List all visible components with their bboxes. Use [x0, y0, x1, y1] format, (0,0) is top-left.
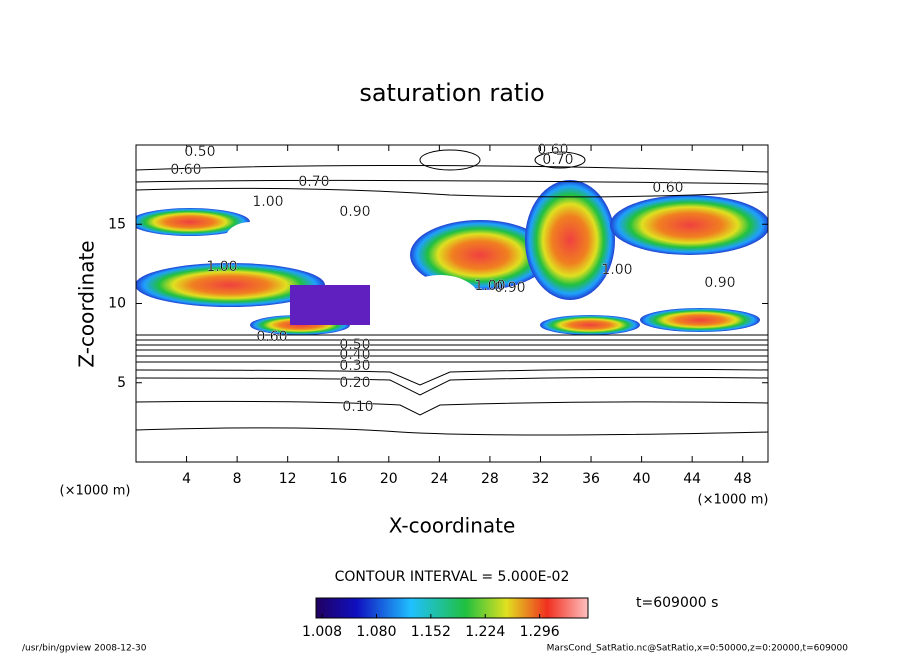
colorbar-tick-label: 1.296 [520, 624, 560, 640]
footer-left: /usr/bin/gpview 2008-12-30 [22, 644, 147, 654]
x-tick-label: 12 [279, 471, 297, 487]
x-tick-label: 48 [734, 471, 752, 487]
contour-label: 1.00 [474, 278, 505, 294]
x-tick-label: 8 [233, 471, 242, 487]
contour-label: 0.40 [339, 347, 370, 363]
x-tick-label: 4 [182, 471, 191, 487]
x-tick-label: 36 [582, 471, 600, 487]
x-tick-label: 16 [329, 471, 347, 487]
contour-label: 0.60 [170, 162, 201, 178]
contour-label: 1.00 [206, 259, 237, 275]
y-unit: (×1000 m) [60, 484, 131, 499]
contour-label: 0.70 [298, 174, 329, 190]
y-axis-label: Z-coordinate [75, 240, 99, 367]
x-tick-label: 32 [532, 471, 550, 487]
contour-label: 0.70 [542, 152, 573, 168]
contour-interval: CONTOUR INTERVAL = 5.000E-02 [335, 569, 570, 585]
contour-label: 1.00 [601, 262, 632, 278]
x-tick-label: 28 [481, 471, 499, 487]
colorbar-tick-label: 1.152 [411, 624, 451, 640]
contour-label: 0.10 [342, 399, 373, 415]
contour-label: 0.60 [256, 329, 287, 345]
x-tick-label: 24 [430, 471, 448, 487]
colorbar-tick-label: 1.008 [302, 624, 342, 640]
contour-label: 0.90 [704, 275, 735, 291]
field [136, 149, 768, 436]
contour-label: 0.30 [339, 358, 370, 374]
x-axis-label: X-coordinate [389, 514, 516, 538]
contour-label: 0.90 [339, 204, 370, 220]
colorbar-tick-label: 1.224 [465, 624, 505, 640]
x-tick-label: 20 [380, 471, 398, 487]
x-unit: (×1000 m) [698, 493, 769, 508]
y-tick-label: 15 [108, 216, 126, 232]
colorbar-tick-label: 1.080 [356, 624, 396, 640]
contour-label: 0.90 [494, 280, 525, 296]
contour-label: 0.60 [652, 180, 683, 196]
x-tick-label: 44 [683, 471, 701, 487]
time-label: t=609000 s [636, 595, 718, 611]
colorbar [315, 597, 589, 619]
x-tick-label: 40 [633, 471, 651, 487]
footer-right: MarsCond_SatRatio.nc@SatRatio,x=0:50000,… [547, 644, 849, 654]
contour-label: 0.60 [537, 142, 568, 158]
contour-label: 0.50 [184, 144, 215, 160]
y-tick-label: 5 [117, 375, 126, 391]
contour-label: 0.20 [339, 375, 370, 391]
contour-label: 1.00 [252, 194, 283, 210]
chart-title: saturation ratio [359, 79, 544, 107]
contour-label: 0.50 [339, 337, 370, 353]
y-tick-label: 10 [108, 296, 126, 312]
